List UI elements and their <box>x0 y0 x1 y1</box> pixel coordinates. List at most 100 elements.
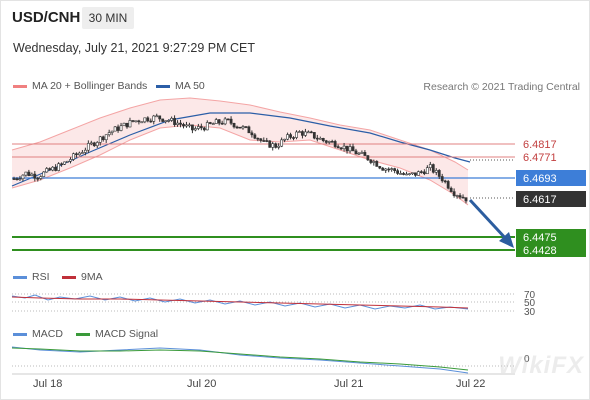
candle-body <box>223 118 227 125</box>
bollinger-swatch <box>13 84 27 88</box>
macd-swatch <box>13 332 27 336</box>
candle-body <box>152 115 156 122</box>
candle-body <box>414 172 417 176</box>
candle-body <box>27 171 31 176</box>
legend-bollinger-label: MA 20 + Bollinger Bands <box>32 80 148 92</box>
candle-body <box>357 152 361 155</box>
resistance-label-1: 6.4817 <box>523 139 557 151</box>
candle-body <box>434 170 438 173</box>
x-tick-jul18: Jul 18 <box>33 378 62 390</box>
candle-body <box>408 173 411 175</box>
candle-body <box>265 140 269 142</box>
candle-body <box>63 161 66 165</box>
candle-body <box>449 187 453 192</box>
credit-text: Research © 2021 Trading Central <box>423 81 580 93</box>
candle-body <box>122 122 126 127</box>
timeframe-button[interactable]: 30 MIN <box>82 7 134 29</box>
candle-body <box>229 118 233 124</box>
candle-body <box>425 167 429 175</box>
candle-body <box>366 155 370 161</box>
candle-body <box>437 170 441 177</box>
candle-body <box>292 137 295 139</box>
candle-body <box>348 146 352 152</box>
candle-body <box>241 126 245 129</box>
candle-body <box>306 131 310 134</box>
legend-ma50-label: MA 50 <box>175 80 205 92</box>
candle-body <box>146 117 150 122</box>
candle-body <box>15 178 19 180</box>
x-tick-jul20: Jul 20 <box>187 378 216 390</box>
candle-body <box>57 163 61 171</box>
legend-macd: MACD <box>13 328 63 340</box>
candle-body <box>161 118 165 122</box>
candle-body <box>137 120 141 123</box>
ma50-swatch <box>156 84 170 88</box>
candle-body <box>286 134 289 140</box>
candle-body <box>193 128 197 131</box>
candle-body <box>345 145 349 152</box>
candle-body <box>318 138 322 140</box>
candle-body <box>98 136 102 143</box>
macd-tick-0: 0 <box>524 354 530 365</box>
candle-body <box>214 119 218 124</box>
ma50-line <box>11 112 471 187</box>
candle-body <box>196 126 200 129</box>
candle-body <box>110 130 114 133</box>
candle-body <box>202 127 206 131</box>
rsi-tick-70: 70 <box>524 290 536 301</box>
candle-body <box>101 136 105 141</box>
candle-body <box>399 173 402 175</box>
candle-body <box>176 122 179 125</box>
candle-body <box>250 132 254 136</box>
last-label-bg <box>516 191 586 207</box>
support-label-bg <box>516 229 586 257</box>
candle-body <box>455 195 459 197</box>
candle-body <box>235 126 239 129</box>
rsi-ma-swatch <box>62 275 76 279</box>
candle-body <box>155 115 159 118</box>
legend-macd-signal: MACD Signal <box>76 328 158 340</box>
candle-body <box>75 153 78 156</box>
pivot-label: 6.4693 <box>523 173 557 185</box>
candle-body <box>321 138 325 142</box>
candle-body <box>268 140 272 148</box>
candle-body <box>452 191 456 196</box>
candle-body <box>411 172 414 175</box>
candle-body <box>247 126 251 134</box>
candle-body <box>143 117 147 123</box>
candle-body <box>428 164 432 169</box>
legend-ma50: MA 50 <box>156 80 205 92</box>
bollinger-band <box>12 98 468 205</box>
symbol-title: USD/CNH <box>12 9 81 26</box>
candle-body <box>51 166 55 171</box>
candle-body <box>301 131 304 136</box>
bollinger-upper <box>11 97 469 171</box>
legend-macd-signal-label: MACD Signal <box>95 328 159 340</box>
candle-body <box>39 176 43 179</box>
candle-body <box>54 166 58 171</box>
candle-body <box>369 159 373 163</box>
candle-body <box>167 120 171 122</box>
candle-body <box>128 120 132 128</box>
candle-body <box>283 138 287 141</box>
candle-body <box>125 122 129 128</box>
candle-body <box>232 123 236 128</box>
candle-body <box>333 141 337 147</box>
candle-body <box>119 125 123 131</box>
bollinger-lower <box>11 124 469 206</box>
candle-body <box>95 142 99 147</box>
candle-body <box>89 142 93 145</box>
candle-body <box>107 132 111 136</box>
candle-body <box>69 159 72 162</box>
pivot-label-bg <box>516 170 586 186</box>
rsi-tick-30: 30 <box>524 307 536 318</box>
datetime-label: Wednesday, July 21, 2021 9:27:29 PM CET <box>13 41 256 55</box>
candle-body <box>354 150 358 155</box>
candle-body <box>140 121 144 124</box>
support-label-1: 6.4475 <box>523 232 557 244</box>
candle-body <box>80 152 84 154</box>
candle-body <box>375 161 379 167</box>
candle-body <box>390 168 394 170</box>
candle-body <box>464 197 468 202</box>
candle-body <box>324 140 328 143</box>
